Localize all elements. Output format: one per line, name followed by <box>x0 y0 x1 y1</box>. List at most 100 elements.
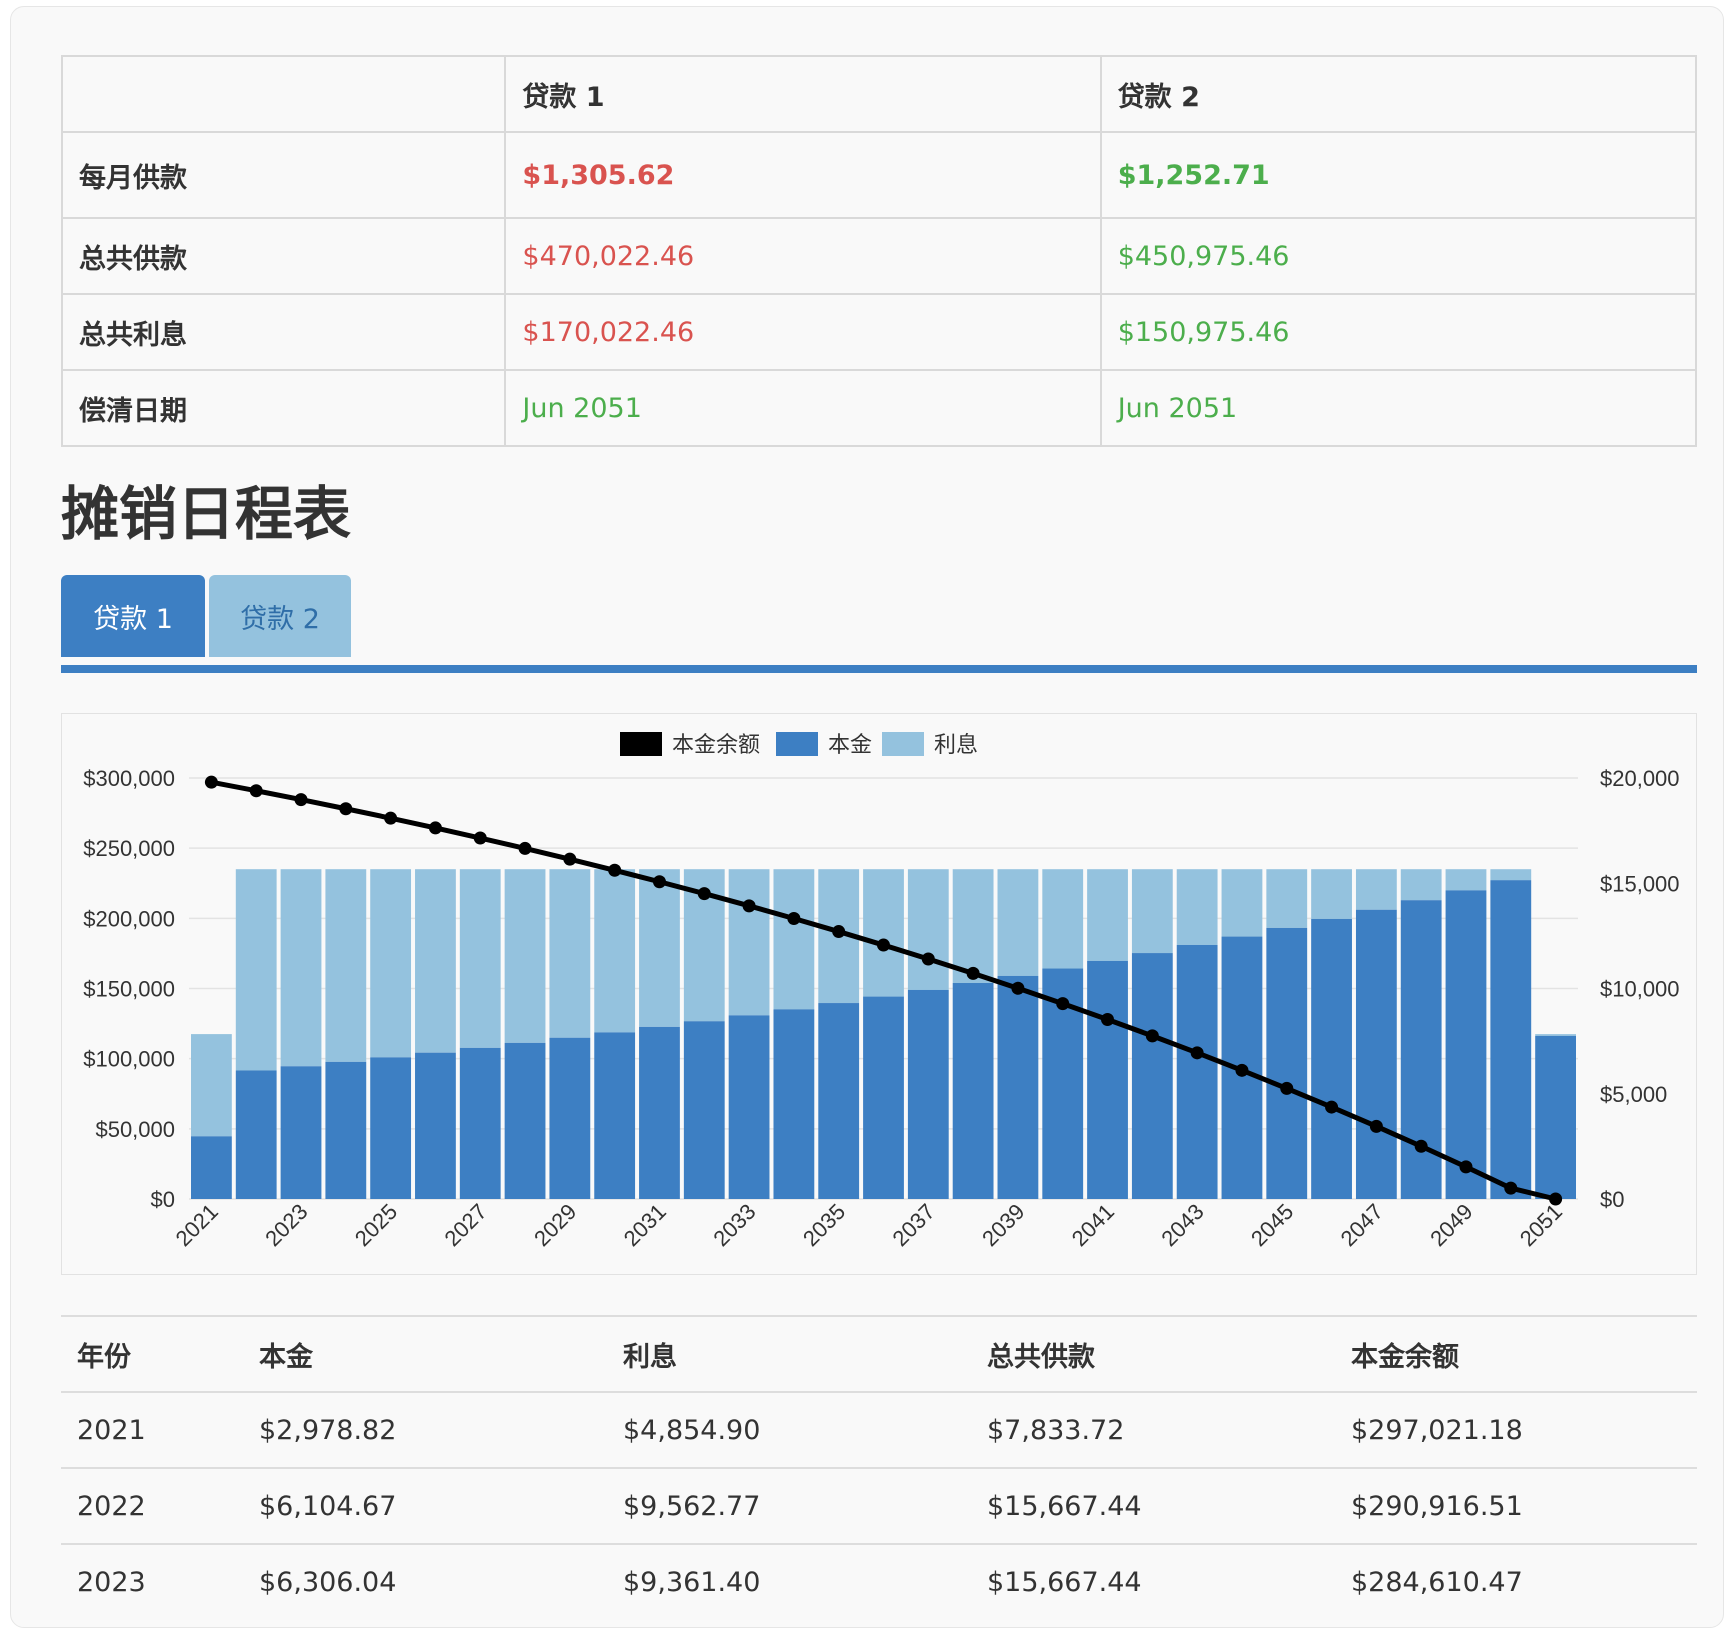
balance-point <box>921 952 935 966</box>
y-right-tick-label: $20,000 <box>1600 766 1680 791</box>
balance-point <box>1101 1013 1115 1027</box>
principal-bar <box>773 1009 815 1199</box>
principal-bar <box>280 1066 322 1199</box>
balance-point <box>1459 1160 1473 1174</box>
legend-label: 本金余额 <box>672 732 760 757</box>
x-tick-label: 2021 <box>171 1199 223 1251</box>
interest-bar <box>1131 869 1173 954</box>
y-left-tick-label: $100,000 <box>83 1047 175 1072</box>
balance-point <box>1056 997 1070 1011</box>
cell-year: 2021 <box>61 1391 243 1468</box>
x-tick-label: 2049 <box>1425 1199 1477 1251</box>
principal-bar <box>370 1057 412 1199</box>
interest-bar <box>504 869 546 1043</box>
balance-point <box>608 863 622 877</box>
legend-label: 本金 <box>828 732 872 757</box>
balance-point <box>294 793 308 807</box>
principal-bar <box>594 1032 636 1199</box>
interest-bar <box>1355 869 1397 910</box>
balance-point <box>339 802 353 816</box>
interest-bar <box>728 869 770 1016</box>
y-right-tick-label: $5,000 <box>1600 1082 1667 1107</box>
x-tick-label: 2035 <box>798 1199 850 1251</box>
total-interest-row: 总共利息 $170,022.46 $150,975.46 <box>60 293 1698 371</box>
schedule-header-balance: 本金余额 <box>1335 1315 1697 1392</box>
interest-bar <box>235 869 277 1071</box>
interest-bar <box>1176 869 1218 945</box>
payoff-date-loan1: Jun 2051 <box>504 369 1102 447</box>
schedule-header-total: 总共供款 <box>971 1315 1335 1392</box>
interest-bar <box>863 869 904 997</box>
y-left-tick-label: $250,000 <box>83 836 175 861</box>
schedule-table: 年份 本金 利息 总共供款 本金余额 2021 $2,978.82 $4,854… <box>61 1315 1697 1619</box>
cell-year: 2022 <box>61 1467 243 1544</box>
total-paid-loan1: $470,022.46 <box>504 217 1102 295</box>
principal-bar <box>818 1003 860 1199</box>
tab-loan2[interactable]: 贷款 2 <box>209 575 351 657</box>
interest-bar <box>325 869 367 1062</box>
total-interest-loan1: $170,022.46 <box>504 293 1102 371</box>
interest-bar <box>191 1034 232 1137</box>
balance-point <box>1190 1046 1204 1060</box>
balance-point <box>1280 1081 1294 1095</box>
principal-bar <box>325 1061 367 1199</box>
principal-bar <box>907 989 949 1199</box>
balance-point <box>563 852 577 866</box>
balance-point <box>249 784 263 798</box>
interest-bar <box>997 869 1039 976</box>
cell-interest: $9,361.40 <box>607 1543 971 1619</box>
cell-interest: $4,854.90 <box>607 1391 971 1468</box>
balance-point <box>697 887 711 901</box>
tab-loan1[interactable]: 贷款 1 <box>61 575 205 657</box>
interest-bar <box>459 869 501 1048</box>
monthly-payment-loan1: $1,305.62 <box>504 131 1102 219</box>
payoff-date-loan2: Jun 2051 <box>1099 369 1698 447</box>
table-row: 2021 $2,978.82 $4,854.90 $7,833.72 $297,… <box>61 1391 1697 1468</box>
section-title: 摊销日程表 <box>61 480 352 548</box>
cell-total: $7,833.72 <box>971 1391 1335 1468</box>
principal-bar <box>191 1136 232 1199</box>
principal-bar <box>1445 890 1487 1199</box>
principal-bar <box>459 1047 501 1199</box>
interest-bar <box>1400 869 1442 901</box>
principal-bar <box>235 1070 277 1199</box>
table-row: 2022 $6,104.67 $9,562.77 $15,667.44 $290… <box>61 1467 1697 1544</box>
cell-total: $15,667.44 <box>971 1467 1335 1544</box>
principal-bar <box>683 1021 725 1199</box>
balance-point <box>832 925 846 939</box>
interest-bar <box>773 869 815 1010</box>
balance-point <box>1504 1181 1518 1195</box>
x-tick-label: 2027 <box>439 1199 491 1251</box>
payoff-date-label: 偿清日期 <box>60 369 507 447</box>
principal-bar <box>952 983 994 1199</box>
balance-point <box>204 775 218 789</box>
x-tick-label: 2023 <box>260 1199 312 1251</box>
balance-point <box>787 911 801 925</box>
legend-swatch <box>882 732 924 756</box>
interest-bar <box>1445 869 1487 891</box>
legend-swatch <box>776 732 818 756</box>
principal-bar <box>1311 918 1352 1199</box>
x-tick-label: 2045 <box>1246 1199 1298 1251</box>
principal-bar <box>549 1037 591 1199</box>
interest-bar <box>952 869 994 984</box>
y-right-tick-label: $15,000 <box>1600 871 1680 896</box>
comparison-table: 贷款 1 贷款 2 每月供款 $1,305.62 $1,252.71 总共供款 … <box>60 55 1698 447</box>
chart-svg: $0 $50,000 $100,000 $150,000 $200,000 $250,00… <box>83 732 1680 1251</box>
legend-swatch <box>620 732 662 756</box>
balance-point <box>877 938 890 952</box>
schedule-header-year: 年份 <box>61 1315 243 1392</box>
cell-interest: $9,562.77 <box>607 1467 971 1544</box>
balance-point <box>1235 1063 1249 1077</box>
principal-bar <box>1266 927 1308 1199</box>
principal-bar <box>863 996 904 1199</box>
interest-bar <box>1266 869 1308 928</box>
principal-bar <box>1131 953 1173 1199</box>
x-tick-label: 2051 <box>1515 1199 1567 1251</box>
x-tick-label: 2037 <box>888 1199 940 1251</box>
y-right-tick-label: $0 <box>1600 1187 1624 1212</box>
cell-principal: $2,978.82 <box>243 1391 607 1468</box>
principal-bar <box>1355 909 1397 1199</box>
interest-bar <box>370 869 412 1058</box>
interest-bar <box>1221 869 1263 937</box>
